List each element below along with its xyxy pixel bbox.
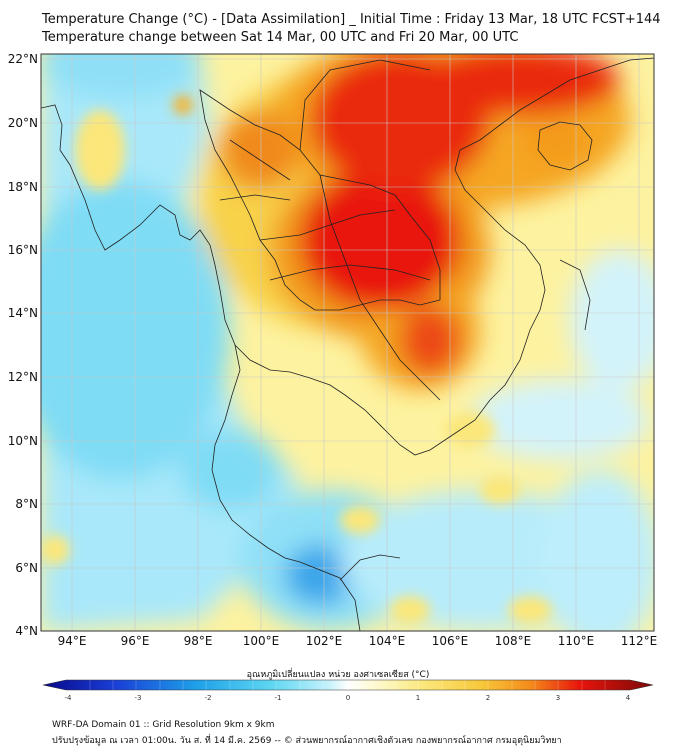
- footer-model-info: WRF-DA Domain 01 :: Grid Resolution 9km …: [52, 720, 275, 730]
- lat-label: 4°N: [15, 624, 38, 638]
- colorbar-tick: 0: [346, 694, 350, 700]
- lon-label: 96°E: [121, 634, 150, 648]
- coastlines-and-borders: [41, 57, 654, 631]
- lon-label: 98°E: [184, 634, 213, 648]
- lon-label: 102°E: [306, 634, 343, 648]
- thailand-laos-borders: [199, 89, 441, 311]
- colorbar-tick: -2: [205, 694, 212, 700]
- lon-label: 110°E: [558, 634, 595, 648]
- southern-border: [339, 554, 401, 581]
- colorbar-tick: -3: [135, 694, 142, 700]
- lat-label: 16°N: [8, 243, 38, 257]
- provincial-borders: [259, 209, 431, 281]
- colorbar-ticks: -4 -3 -2 -1 0 1 2 3 4: [65, 694, 631, 700]
- lon-label: 104°E: [369, 634, 406, 648]
- lat-label: 10°N: [8, 434, 38, 448]
- temperature-change-map: 22°N 20°N 18°N 16°N 14°N 12°N 10°N 8°N 6…: [8, 52, 658, 700]
- colorbar: -4 -3 -2 -1 0 1 2 3 4: [42, 679, 654, 700]
- colorbar-tick: 3: [556, 694, 560, 700]
- lon-label: 112°E: [621, 634, 658, 648]
- lon-label: 100°E: [243, 634, 280, 648]
- longitude-labels: 94°E 96°E 98°E 100°E 102°E 104°E 106°E 1…: [58, 634, 658, 648]
- east-coast-fragment: [559, 259, 591, 331]
- map-subtitle: Temperature change between Sat 14 Mar, 0…: [42, 30, 519, 45]
- lat-label: 22°N: [8, 52, 38, 66]
- hainan-island: [537, 121, 593, 171]
- graticule: [41, 54, 654, 631]
- lat-label: 20°N: [8, 116, 38, 130]
- lat-label: 12°N: [8, 370, 38, 384]
- lat-label: 6°N: [15, 561, 38, 575]
- colorbar-segments: [89, 680, 606, 690]
- map-title: Temperature Change (°C) - [Data Assimila…: [42, 12, 661, 27]
- lon-label: 108°E: [495, 634, 532, 648]
- lat-label: 8°N: [15, 497, 38, 511]
- colorbar-tick: -4: [65, 694, 73, 700]
- lat-label: 18°N: [8, 180, 38, 194]
- map-frame: [40, 53, 655, 632]
- colorbar-tick: 1: [416, 694, 420, 700]
- western-coastline: [41, 104, 361, 631]
- latitude-labels: 22°N 20°N 18°N 16°N 14°N 12°N 10°N 8°N 6…: [8, 52, 38, 638]
- northern-borders: [219, 59, 431, 201]
- lon-label: 94°E: [58, 634, 87, 648]
- colorbar-tick: 4: [626, 694, 631, 700]
- gulf-and-east-coast: [234, 57, 654, 456]
- lon-label: 106°E: [432, 634, 469, 648]
- lat-label: 14°N: [8, 306, 38, 320]
- colorbar-tick: -1: [275, 694, 282, 700]
- interior-border: [319, 174, 441, 401]
- footer-credit: ปรับปรุงข้อมูล ณ เวลา 01:00น. วัน ส. ที่…: [52, 736, 562, 746]
- colorbar-label: อุณหภูมิเปลี่ยนแปลง หน่วย องศาเซลเซียส (…: [246, 670, 430, 680]
- temperature-field: [41, 54, 654, 631]
- colorbar-tick: 2: [486, 694, 490, 700]
